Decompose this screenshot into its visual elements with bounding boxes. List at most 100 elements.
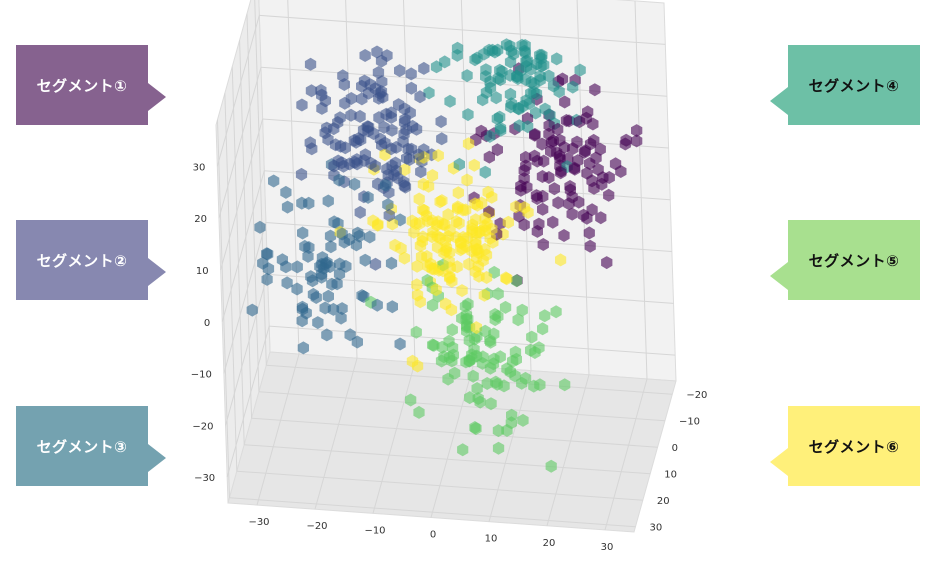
data-point (299, 239, 311, 253)
grid-line-z (216, 15, 260, 167)
data-point (379, 178, 392, 192)
y-tick-label: 0 (672, 443, 678, 454)
grid-line-y (236, 470, 643, 501)
data-point (539, 309, 551, 323)
data-point (567, 142, 579, 156)
data-point (483, 150, 495, 164)
callout-segment-1-label: セグメント① (16, 45, 148, 125)
data-point (398, 179, 411, 193)
data-point (372, 66, 385, 79)
data-point (584, 157, 596, 170)
data-point (462, 297, 474, 311)
data-point (404, 106, 416, 120)
data-point (436, 132, 448, 146)
callout-segment-6-label: セグメント⑥ (788, 406, 920, 486)
data-point (336, 302, 348, 316)
data-point (528, 379, 540, 393)
data-point (489, 45, 501, 59)
data-point (413, 192, 425, 206)
data-point (536, 170, 549, 183)
data-point (589, 83, 601, 97)
data-point (553, 85, 565, 99)
y-tick-label: −20 (686, 390, 707, 401)
data-point (449, 366, 461, 380)
data-point (504, 55, 517, 69)
grid-line-x (576, 0, 590, 375)
data-point (470, 321, 482, 335)
data-point (315, 83, 327, 97)
data-point (491, 143, 503, 157)
data-point (354, 205, 366, 219)
data-point (291, 282, 303, 296)
data-point (538, 154, 550, 168)
data-point (435, 115, 447, 129)
data-point (469, 265, 482, 279)
data-point (511, 70, 523, 84)
data-point (261, 247, 273, 261)
data-point (422, 259, 434, 273)
data-point (478, 288, 490, 302)
data-point (595, 211, 607, 225)
data-point (619, 137, 631, 151)
data-point (262, 262, 275, 276)
data-point (348, 177, 361, 191)
data-point (482, 185, 494, 199)
data-point (431, 229, 443, 243)
data-point (359, 253, 371, 267)
data-point (373, 111, 385, 125)
data-point (537, 202, 549, 216)
callout-segment-5: セグメント⑤ (770, 220, 920, 300)
data-point (504, 87, 517, 101)
data-point (559, 95, 571, 109)
data-point (534, 73, 546, 87)
data-point (300, 306, 312, 320)
data-point (569, 162, 581, 176)
data-point (435, 354, 448, 368)
data-point (574, 63, 586, 77)
data-point (296, 196, 308, 210)
data-point (430, 283, 442, 297)
data-point (325, 240, 337, 254)
data-point (431, 218, 443, 232)
y-tick-label: 20 (657, 496, 670, 507)
data-point (537, 322, 549, 336)
data-point (477, 254, 489, 267)
data-point (516, 303, 528, 317)
data-point (422, 214, 434, 228)
data-point (304, 57, 317, 71)
data-point (475, 124, 487, 138)
data-point (348, 133, 360, 147)
data-point (418, 204, 430, 217)
grid-line-x (604, 378, 648, 531)
data-point (426, 298, 439, 312)
data-point (484, 75, 496, 89)
data-point (489, 308, 501, 321)
grid-line-y (239, 40, 253, 419)
data-point (321, 256, 333, 270)
data-point (405, 81, 417, 95)
data-point (552, 122, 564, 136)
data-point (453, 216, 465, 230)
grid-line-x (430, 366, 474, 518)
data-point (436, 194, 448, 208)
data-point (364, 230, 376, 244)
data-point (556, 72, 569, 86)
data-point (340, 259, 352, 273)
data-point (550, 305, 562, 319)
grid-line-z (223, 222, 267, 374)
data-point (337, 69, 349, 83)
y-tick-label: −10 (679, 417, 700, 428)
data-point (461, 69, 473, 83)
data-point (297, 341, 309, 355)
data-point (477, 93, 489, 107)
callout-segment-4-pointer (770, 87, 788, 115)
data-point (352, 226, 364, 240)
data-point (466, 222, 478, 236)
x-tick-label: 30 (601, 542, 614, 553)
data-point (307, 287, 319, 301)
data-point (450, 230, 462, 244)
data-point (335, 311, 347, 325)
data-point (373, 91, 385, 105)
data-point (597, 171, 609, 185)
